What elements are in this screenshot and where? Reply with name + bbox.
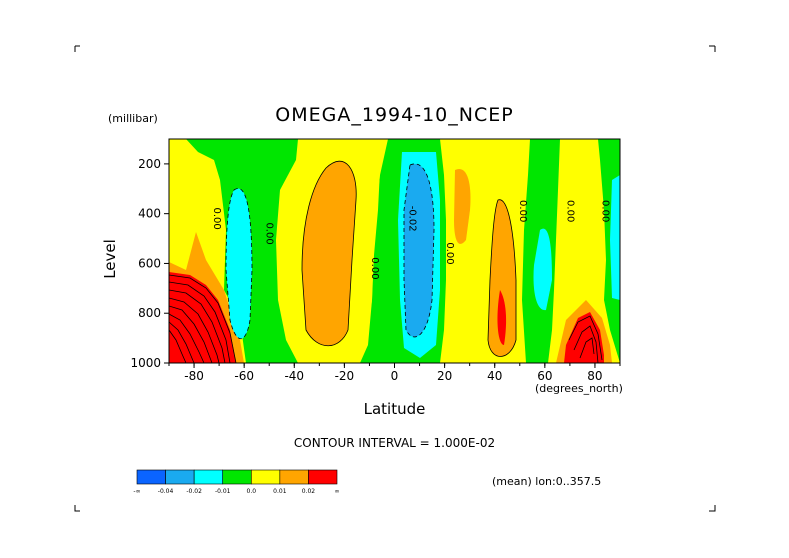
- x-tick-label: 60: [537, 369, 552, 383]
- x-tick-label: -60: [234, 369, 254, 383]
- x-tick-label: 80: [587, 369, 602, 383]
- contour-label: 0.00: [564, 200, 575, 222]
- y-tick-label: 200: [138, 157, 161, 171]
- positive-band-fill: [454, 168, 471, 244]
- colorbar-swatch: [222, 469, 252, 485]
- positive-band-fill: [302, 161, 357, 346]
- x-tick-label: 20: [437, 369, 452, 383]
- positive-band-fill: [548, 139, 620, 363]
- negative-band-fill: [226, 188, 252, 339]
- contour-interval-text: CONTOUR INTERVAL = 1.000E-02: [293, 436, 496, 450]
- contour-fills: [169, 139, 620, 363]
- mean-longitude-note: (mean) lon:0..357.5: [492, 475, 602, 488]
- colorbar-label: ∞: [335, 488, 340, 495]
- negative-band-fill: [610, 175, 620, 300]
- colorbar-label: -∞: [133, 488, 140, 495]
- contour-label: -0.02: [407, 206, 418, 232]
- contour-label: 0.00: [517, 200, 528, 222]
- colorbar-label: 0.0: [247, 488, 257, 495]
- contour-label: 0.00: [599, 200, 610, 222]
- chart-title: OMEGA_1994-10_NCEP: [275, 104, 514, 126]
- colorbar-label: -0.04: [158, 488, 174, 495]
- negative-contour-lines: [225, 163, 435, 340]
- y-tick-label: 1000: [130, 356, 161, 370]
- positive-band-fill: [488, 199, 516, 357]
- y-tick-label: 800: [138, 306, 161, 320]
- colorbar: -∞ -0.04 -0.02 -0.01 0.0 0.01 0.02 ∞: [133, 469, 340, 495]
- x-axis-label: Latitude: [363, 400, 426, 418]
- contour-label: 0.00: [211, 208, 222, 230]
- x-tick-label: 40: [487, 369, 502, 383]
- colorbar-swatch: [279, 469, 309, 485]
- x-tick-label: -80: [184, 369, 204, 383]
- contour-label: 0.00: [369, 257, 380, 279]
- colorbar-label: -0.01: [215, 488, 231, 495]
- x-tick-label: -20: [335, 369, 355, 383]
- y-axis-unit: (millibar): [108, 112, 158, 125]
- colorbar-swatch: [308, 469, 338, 485]
- colorbar-swatch: [136, 469, 166, 485]
- negative-band-fill: [533, 228, 552, 311]
- colorbar-label: 0.02: [302, 488, 316, 495]
- x-axis-unit: (degrees_north): [535, 382, 623, 395]
- y-tick-label: 600: [138, 256, 161, 270]
- y-axis: 200 400 600 800 1000: [130, 157, 169, 370]
- colorbar-swatch: [193, 469, 224, 485]
- negative-band-fill: [404, 163, 434, 337]
- contour-lines: [169, 160, 603, 363]
- x-tick-label: -40: [284, 369, 304, 383]
- x-tick-label: 0: [391, 369, 399, 383]
- colorbar-swatch: [165, 469, 195, 485]
- colorbar-label: 0.01: [273, 488, 287, 495]
- y-axis-label: Level: [100, 239, 119, 279]
- strong-positive-fill: [497, 290, 507, 345]
- x-axis: -80 -60 -40 -20 0 20 40 60 80: [168, 363, 621, 383]
- contour-labels: 0.00 0.00 0.00 -0.02 0.00 0.00 0.00 0.00: [211, 200, 610, 280]
- contour-label: 0.00: [444, 242, 455, 264]
- colorbar-swatch: [250, 469, 281, 485]
- y-tick-label: 400: [138, 207, 161, 221]
- contour-label: 0.00: [264, 222, 275, 244]
- colorbar-label: -0.02: [186, 488, 202, 495]
